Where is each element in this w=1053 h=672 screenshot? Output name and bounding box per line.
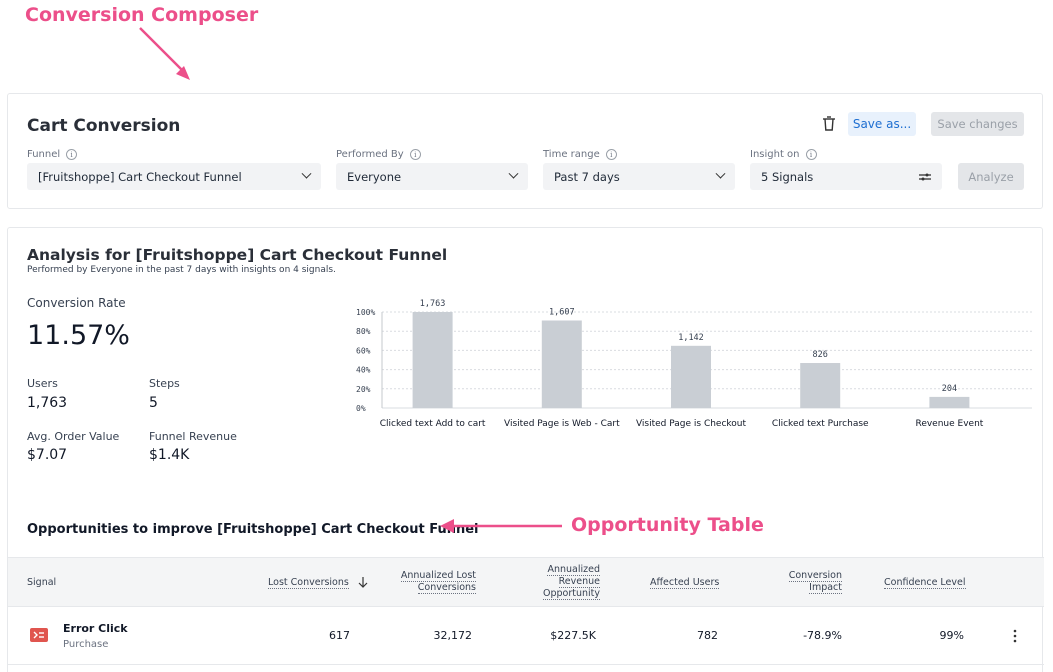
conversion-rate-label: Conversion Rate	[27, 296, 126, 310]
chart-bar	[671, 345, 711, 408]
header-affected-users[interactable]: Affected Users	[650, 577, 720, 589]
chart-bar	[412, 312, 453, 408]
category-label: Clicked text Purchase	[772, 419, 869, 429]
annotation-arrow-icon	[139, 27, 190, 80]
insight-on-select[interactable]: 5 Signals	[750, 163, 942, 190]
arrow-down-icon	[358, 577, 368, 588]
composer-title: Cart Conversion	[27, 116, 181, 136]
save-as-button[interactable]: Save as...	[848, 112, 916, 136]
more-vertical-icon[interactable]	[1012, 629, 1018, 643]
time-range-label: Time range i	[543, 149, 617, 160]
cell-confidence-level: 99%	[939, 629, 964, 642]
time-range-value: Past 7 days	[554, 169, 620, 184]
conversion-rate-value: 11.57%	[27, 320, 130, 351]
performed-by-label: Performed By i	[336, 149, 421, 160]
bar-value-label: 204	[942, 384, 957, 394]
insight-on-value: 5 Signals	[761, 169, 814, 184]
info-icon[interactable]: i	[605, 149, 617, 160]
time-range-select[interactable]: Past 7 days	[543, 163, 735, 190]
bar-value-label: 826	[813, 350, 828, 360]
funnel-revenue-label: Funnel Revenue	[149, 430, 237, 443]
cell-affected-users: 782	[697, 629, 718, 642]
chart-bar	[541, 320, 582, 408]
funnel-value: [Fruitshoppe] Cart Checkout Funnel	[38, 169, 242, 184]
cell-conversion-impact: -78.9%	[803, 629, 842, 642]
steps-value: 5	[149, 395, 158, 411]
error-click-icon	[30, 628, 48, 642]
y-tick-label: 40%	[356, 366, 371, 375]
bar-value-label: 1,763	[420, 299, 446, 309]
signal-event: Purchase	[63, 639, 109, 650]
performed-by-select[interactable]: Everyone	[336, 163, 528, 190]
annotation-arrow-left-icon	[440, 519, 562, 533]
category-label: Revenue Event	[915, 419, 983, 429]
users-value: 1,763	[27, 395, 68, 411]
performed-by-value: Everyone	[347, 169, 402, 184]
signal-name: Error Click	[63, 622, 128, 635]
bar-value-label: 1,607	[549, 307, 575, 317]
bar-value-label: 1,142	[678, 333, 704, 343]
cell-annualized-revenue: $227.5K	[550, 629, 596, 642]
funnel-label: Funnel i	[27, 149, 78, 160]
chart-bar	[929, 396, 970, 408]
y-tick-label: 100%	[356, 308, 375, 317]
header-confidence-level[interactable]: Confidence Level	[884, 577, 966, 589]
y-tick-label: 60%	[356, 346, 371, 355]
save-changes-button[interactable]: Save changes	[931, 112, 1024, 136]
chart-bar	[800, 363, 841, 408]
analysis-subtitle: Performed by Everyone in the past 7 days…	[27, 265, 336, 275]
trash-icon[interactable]	[822, 116, 836, 132]
sliders-icon	[919, 173, 931, 180]
analysis-title: Analysis for [Fruitshoppe] Cart Checkout…	[27, 246, 448, 264]
funnel-bar-chart: 0% 20% 40% 60% 80% 100% 1,763 Clicked text Add …	[356, 299, 1032, 429]
cell-annualized-lost: 32,172	[433, 629, 473, 642]
y-tick-label: 0%	[356, 404, 366, 413]
header-annualized-revenue[interactable]: Annualized Revenue Opportunity	[542, 564, 600, 600]
chevron-down-icon	[508, 168, 519, 179]
y-tick-label: 20%	[356, 385, 371, 394]
annotation-conversion-composer: Conversion Composer	[25, 4, 259, 26]
category-label: Clicked text Add to cart	[380, 419, 486, 429]
header-signal[interactable]: Signal	[27, 577, 57, 588]
insight-on-label: Insight on i	[750, 149, 817, 160]
header-conversion-impact[interactable]: Conversion Impact	[788, 570, 842, 594]
table-header: Signal Lost Conversions Annualized Lost C…	[8, 557, 1044, 607]
y-tick-label: 80%	[356, 327, 371, 336]
annotation-opportunity-table: Opportunity Table	[571, 514, 764, 536]
info-icon[interactable]: i	[66, 149, 78, 160]
funnel-revenue-value: $1.4K	[149, 447, 190, 463]
analyze-button[interactable]: Analyze	[958, 163, 1024, 190]
cell-lost-conversions: 617	[329, 629, 350, 642]
aov-label: Avg. Order Value	[27, 430, 120, 443]
funnel-select[interactable]: [Fruitshoppe] Cart Checkout Funnel	[27, 163, 321, 190]
table-row[interactable]: Error Click Purchase 617 32,172 $227.5K …	[8, 607, 1044, 665]
chevron-down-icon	[715, 168, 726, 179]
analysis-panel: Analysis for [Fruitshoppe] Cart Checkout…	[7, 227, 1044, 672]
steps-label: Steps	[149, 377, 180, 390]
header-annualized-lost[interactable]: Annualized Lost Conversions	[400, 570, 476, 594]
users-label: Users	[27, 377, 58, 390]
aov-value: $7.07	[27, 447, 68, 463]
category-label: Visited Page is Checkout	[636, 419, 747, 429]
chevron-down-icon	[301, 168, 312, 179]
info-icon[interactable]: i	[409, 149, 421, 160]
opportunities-title: Opportunities to improve [Fruitshoppe] C…	[27, 522, 479, 537]
category-label: Visited Page is Web - Cart	[504, 419, 620, 429]
conversion-composer-panel: Cart Conversion Save as... Save changes …	[7, 93, 1043, 209]
info-icon[interactable]: i	[805, 149, 817, 160]
header-lost-conversions[interactable]: Lost Conversions	[268, 577, 368, 589]
